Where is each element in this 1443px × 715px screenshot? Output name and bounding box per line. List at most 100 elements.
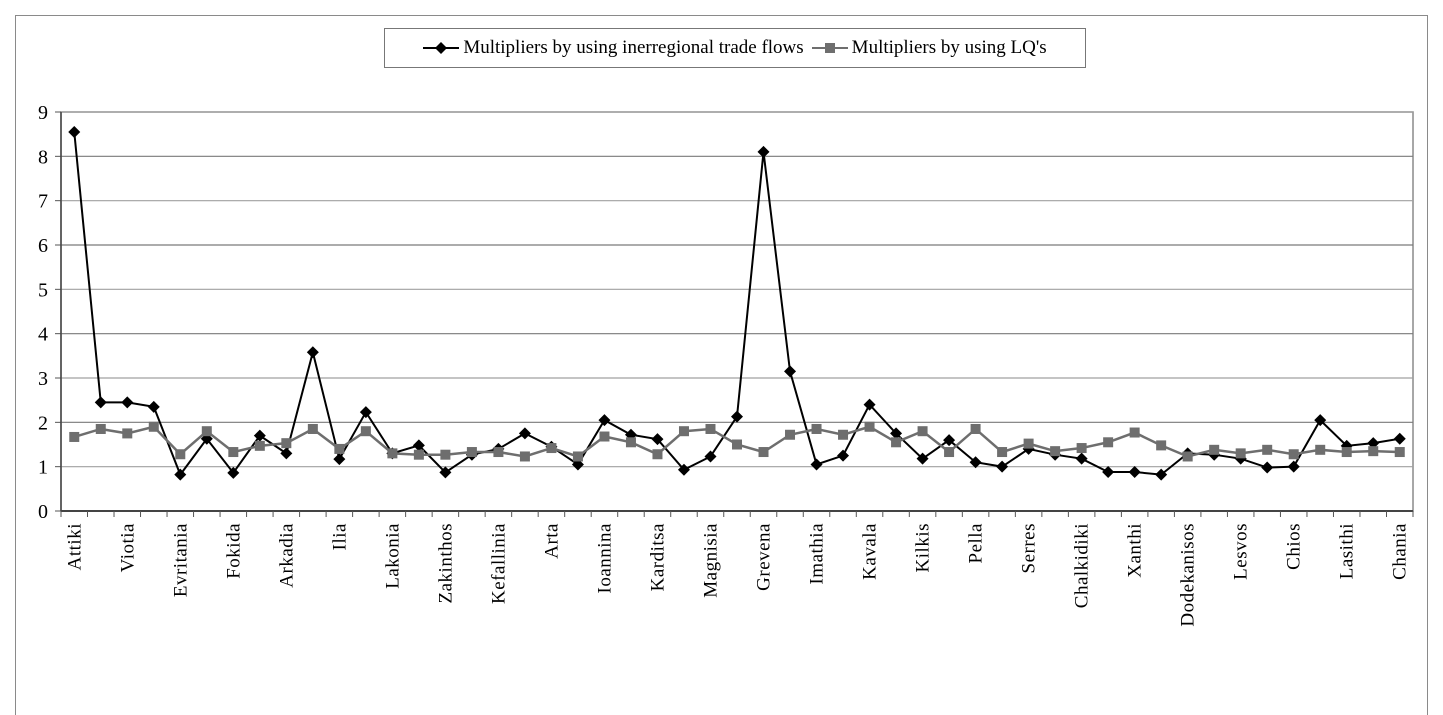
square-marker <box>175 449 186 460</box>
y-tick-label: 1 <box>38 457 48 479</box>
square-marker <box>281 438 292 449</box>
legend-item-trade-flows: Multipliers by using inerregional trade … <box>423 37 804 59</box>
diamond-marker <box>68 125 81 138</box>
square-marker <box>1394 447 1405 458</box>
square-marker <box>652 449 663 460</box>
square-marker <box>1156 440 1167 451</box>
x-tick-label: Dodekanisos <box>1178 523 1199 627</box>
series-trade-flows <box>68 125 1406 481</box>
square-marker <box>572 451 583 462</box>
square-marker <box>785 429 796 440</box>
chart-frame <box>15 15 1428 715</box>
diamond-marker <box>1393 432 1406 445</box>
diamond-marker <box>1314 414 1327 427</box>
x-tick-label: Fokida <box>223 523 244 579</box>
y-tick-label: 2 <box>38 412 48 434</box>
diamond-marker <box>1155 468 1168 481</box>
square-marker <box>864 421 875 432</box>
diamond-marker <box>943 434 956 447</box>
x-tick-label: Evritania <box>170 523 191 597</box>
series-lqs <box>69 421 1405 462</box>
diamond-marker <box>359 406 372 419</box>
x-tick-label: Chalkidiki <box>1072 523 1093 608</box>
square-marker <box>1103 437 1114 448</box>
square-marker <box>493 447 504 458</box>
diamond-marker <box>1261 461 1274 474</box>
square-marker <box>970 423 981 434</box>
square-marker <box>122 428 133 439</box>
x-tick-label: Viotia <box>117 523 138 572</box>
square-marker <box>811 423 822 434</box>
y-tick-label: 8 <box>38 146 48 168</box>
x-tick-label: Chania <box>1390 523 1411 580</box>
x-tick-label: Arkadia <box>276 523 297 588</box>
square-marker <box>1182 451 1193 462</box>
y-tick-label: 3 <box>38 368 48 390</box>
x-tick-label: Magnisia <box>700 523 721 598</box>
square-marker <box>1315 444 1326 455</box>
diamond-marker <box>121 396 134 409</box>
diamond-marker <box>810 458 823 471</box>
diamond-marker <box>996 460 1009 473</box>
square-marker <box>625 437 636 448</box>
square-marker <box>678 426 689 437</box>
x-tick-label: Serres <box>1019 523 1040 573</box>
square-marker <box>997 447 1008 458</box>
y-tick-label: 9 <box>38 102 48 124</box>
square-marker <box>254 440 265 451</box>
diamond-marker <box>677 463 690 476</box>
square-marker <box>201 426 212 437</box>
square-marker <box>1076 443 1087 454</box>
square-marker <box>1341 447 1352 458</box>
square-marker-icon <box>811 43 848 53</box>
x-tick-label: Xanthi <box>1125 523 1146 578</box>
square-marker <box>387 448 398 459</box>
x-tick-label: Kilkis <box>913 523 934 572</box>
square-marker <box>1050 446 1061 457</box>
diamond-marker <box>439 466 452 479</box>
x-tick-label: Lakonia <box>382 523 403 589</box>
diamond-marker <box>306 346 319 359</box>
x-tick-label: Lasithi <box>1337 523 1358 579</box>
x-tick-label: Pella <box>966 523 987 564</box>
diamond-marker-icon <box>423 42 460 54</box>
square-marker <box>1023 438 1034 449</box>
square-marker <box>705 423 716 434</box>
square-marker <box>519 451 530 462</box>
x-tick-label: Kefallinia <box>488 523 509 604</box>
x-tick-label: Arta <box>541 523 562 559</box>
square-marker <box>891 437 902 448</box>
square-marker <box>95 423 106 434</box>
legend-label-lqs: Multipliers by using LQ's <box>851 37 1047 58</box>
square-marker <box>1235 448 1246 459</box>
legend-item-lqs: Multipliers by using LQ's <box>811 37 1047 59</box>
diamond-marker <box>969 456 982 469</box>
square-marker <box>360 426 371 437</box>
legend-label-trade-flows: Multipliers by using inerregional trade … <box>463 37 804 58</box>
y-tick-label: 5 <box>38 279 48 301</box>
square-marker <box>599 431 610 442</box>
diamond-marker <box>731 410 743 423</box>
square-marker <box>546 443 557 454</box>
square-marker <box>838 429 849 440</box>
diamond-marker <box>174 468 187 481</box>
diamond-marker <box>1102 465 1115 478</box>
diamond-marker <box>147 400 160 413</box>
diamond-marker <box>94 396 107 409</box>
x-tick-label: Attiki <box>64 523 85 570</box>
x-tick-label: Lesvos <box>1231 523 1252 580</box>
diamond-marker <box>1128 465 1141 478</box>
diamond-marker <box>863 398 876 411</box>
square-marker <box>228 447 239 458</box>
diamond-marker <box>757 145 770 158</box>
diamond-marker <box>704 450 717 463</box>
square-marker <box>466 447 477 458</box>
diamond-marker <box>280 447 293 460</box>
x-tick-label: Zakinthos <box>435 523 456 604</box>
x-tick-label: Grevena <box>754 523 775 591</box>
x-tick-label: Karditsa <box>647 523 668 591</box>
y-tick-label: 4 <box>38 324 48 346</box>
square-marker <box>1129 427 1140 438</box>
diamond-marker <box>333 453 346 466</box>
